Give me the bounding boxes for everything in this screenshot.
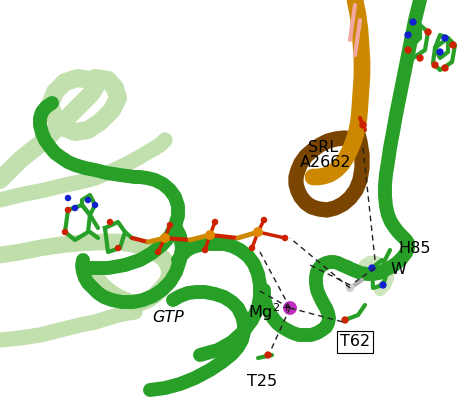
Text: SRL: SRL xyxy=(308,140,338,155)
Text: W: W xyxy=(390,262,406,278)
Point xyxy=(441,65,449,71)
Point xyxy=(424,29,432,35)
Point xyxy=(254,229,262,235)
Point xyxy=(114,245,122,251)
Point xyxy=(106,219,114,225)
Text: Mg$^{2+}$: Mg$^{2+}$ xyxy=(248,301,292,323)
Point xyxy=(64,195,72,201)
Point xyxy=(416,55,424,61)
Text: T25: T25 xyxy=(247,375,277,389)
Point xyxy=(264,352,272,358)
Point xyxy=(409,19,417,25)
Point xyxy=(346,285,354,291)
Point xyxy=(404,32,412,38)
Point xyxy=(431,62,439,68)
Point xyxy=(61,229,69,235)
Point xyxy=(248,245,256,251)
Point xyxy=(286,305,294,311)
Text: T62: T62 xyxy=(340,335,370,349)
Point xyxy=(346,285,354,291)
Point xyxy=(64,207,72,213)
Point xyxy=(449,42,457,48)
Point xyxy=(154,249,162,255)
Point xyxy=(359,122,367,128)
Point xyxy=(404,47,412,53)
Point xyxy=(260,217,268,223)
Point xyxy=(166,222,174,228)
Point xyxy=(91,202,99,208)
Text: GTP: GTP xyxy=(152,311,184,325)
Point xyxy=(161,235,169,241)
Text: H85: H85 xyxy=(398,241,430,255)
Point xyxy=(84,197,92,203)
Point xyxy=(201,247,209,253)
Point xyxy=(71,205,79,211)
Point xyxy=(281,235,289,241)
Point xyxy=(441,35,449,41)
Point xyxy=(436,49,444,55)
Text: A2662: A2662 xyxy=(300,154,352,169)
Point xyxy=(379,282,387,288)
Point xyxy=(211,219,219,225)
Point xyxy=(368,265,376,271)
Point xyxy=(206,232,214,238)
Point xyxy=(341,317,349,323)
